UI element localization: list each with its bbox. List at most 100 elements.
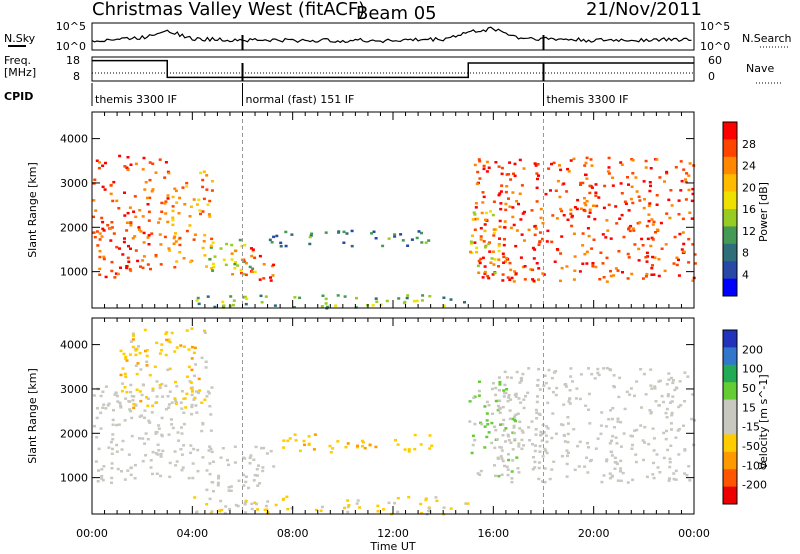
range-gate-cell: [531, 246, 535, 250]
range-gate-cell: [667, 479, 671, 482]
range-gate-cell: [466, 502, 470, 505]
range-gate-cell: [590, 247, 594, 250]
range-gate-cell: [485, 435, 489, 439]
range-gate-cell: [469, 240, 473, 243]
range-gate-cell: [646, 255, 650, 258]
range-gate-cell: [397, 297, 401, 300]
range-gate-cell: [520, 376, 523, 380]
range-gate-cell: [494, 393, 498, 397]
range-gate-cell: [253, 256, 257, 259]
range-gate-cell: [143, 188, 147, 191]
range-gate-cell: [665, 407, 669, 411]
range-gate-cell: [527, 426, 531, 429]
range-gate-cell: [507, 393, 511, 397]
range-gate-cell: [259, 294, 263, 298]
range-gate-cell: [93, 178, 97, 181]
range-gate-cell: [610, 439, 613, 443]
range-gate-cell: [179, 344, 183, 347]
range-gate-cell: [203, 331, 207, 334]
range-gate-cell: [645, 475, 649, 479]
range-gate-cell: [635, 380, 639, 383]
colorbar-cell: [723, 434, 737, 453]
range-gate-cell: [393, 233, 397, 236]
range-gate-cell: [568, 389, 572, 392]
range-gate-cell: [622, 432, 626, 435]
range-gate-cell: [121, 439, 125, 443]
range-gate-cell: [178, 196, 182, 200]
range-gate-cell: [133, 477, 137, 480]
range-gate-cell: [100, 468, 104, 471]
range-gate-cell: [562, 182, 566, 185]
range-gate-cell: [132, 395, 136, 398]
range-gate-cell: [544, 381, 548, 385]
range-gate-cell: [195, 510, 199, 513]
range-gate-cell: [570, 214, 574, 218]
range-gate-cell: [669, 376, 673, 380]
range-gate-cell: [501, 423, 505, 426]
range-gate-cell: [139, 399, 143, 403]
range-gate-cell: [508, 161, 512, 164]
range-gate-cell: [578, 270, 582, 273]
range-gate-cell: [144, 432, 148, 435]
range-gate-cell: [123, 214, 127, 217]
range-gate-cell: [151, 162, 155, 165]
range-gate-cell: [509, 441, 513, 444]
range-gate-cell: [585, 262, 589, 265]
range-gate-cell: [535, 186, 539, 190]
range-gate-cell: [127, 244, 130, 248]
range-gate-cell: [517, 445, 521, 448]
range-gate-cell: [508, 278, 512, 281]
range-gate-cell: [272, 235, 276, 239]
range-gate-cell: [649, 368, 653, 371]
range-gate-cell: [536, 163, 540, 166]
range-gate-cell: [614, 205, 618, 208]
range-gate-cell: [192, 351, 196, 355]
range-gate-cell: [517, 397, 521, 400]
range-gate-cell: [586, 471, 590, 474]
range-gate-cell: [196, 469, 200, 473]
range-gate-cell: [193, 496, 197, 499]
range-gate-cell: [407, 495, 411, 499]
range-gate-cell: [479, 238, 483, 241]
range-gate-cell: [627, 183, 630, 186]
range-gate-cell: [121, 367, 125, 370]
range-gate-cell: [542, 431, 546, 434]
range-gate-cell: [126, 156, 130, 159]
range-gate-cell: [111, 433, 115, 436]
range-gate-cell: [128, 408, 132, 411]
range-gate-cell: [250, 502, 254, 506]
range-gate-cell: [607, 166, 611, 169]
range-gate-cell: [611, 406, 615, 410]
range-gate-cell: [583, 197, 586, 200]
range-gate-cell: [151, 450, 155, 454]
range-gate-cell: [148, 373, 152, 377]
range-gate-cell: [158, 233, 162, 236]
range-gate-cell: [164, 408, 168, 411]
range-gate-cell: [537, 267, 541, 270]
range-gate-cell: [125, 229, 129, 232]
range-gate-cell: [685, 172, 689, 175]
range-gate-cell: [520, 184, 524, 187]
range-gate-cell: [677, 453, 681, 456]
range-gate-cell: [360, 439, 364, 443]
range-gate-cell: [615, 442, 619, 445]
freq-left-tick-low: 8: [73, 70, 80, 83]
range-gate-cell: [115, 423, 119, 427]
range-gate-cell: [483, 425, 487, 428]
range-gate-cell: [569, 212, 573, 216]
range-gate-cell: [100, 477, 104, 480]
range-gate-cell: [512, 172, 515, 175]
range-gate-cell: [219, 247, 223, 250]
range-gate-cell: [566, 416, 570, 419]
range-gate-cell: [568, 402, 572, 405]
range-gate-cell: [666, 393, 670, 396]
range-gate-cell: [101, 227, 105, 231]
range-gate-cell: [626, 176, 629, 179]
range-gate-cell: [591, 265, 595, 268]
range-gate-cell: [151, 387, 155, 390]
range-gate-cell: [243, 260, 247, 264]
range-gate-cell: [519, 379, 523, 383]
range-gate-cell: [497, 193, 501, 197]
colorbar-cell: [723, 191, 737, 210]
range-gate-cell: [569, 159, 573, 162]
